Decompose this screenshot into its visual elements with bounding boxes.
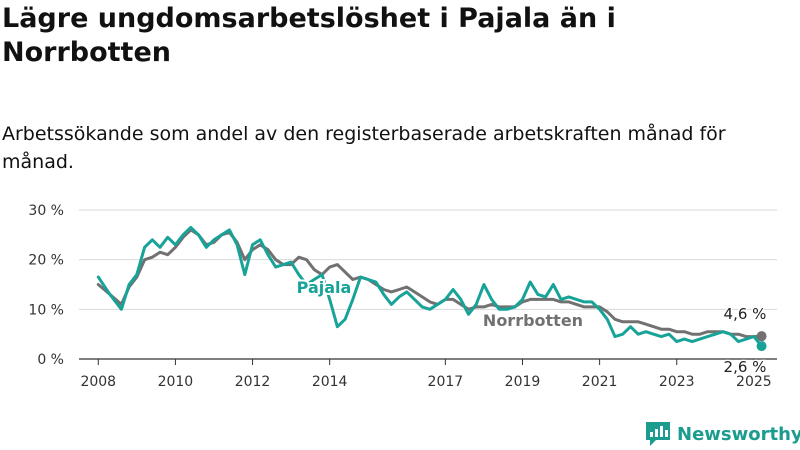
series-label-pajala: Pajala [297, 278, 352, 297]
series-label-norrbotten: Norrbotten [483, 311, 583, 330]
end-point-norrbotten [756, 331, 767, 342]
end-point-pajala [756, 341, 767, 352]
axes: 0 %10 %20 %30 %2008 2010 2012 2014 2017 2019 2… [28, 203, 777, 390]
x-tick-label: 2010 [158, 374, 194, 390]
newsworthy-chart-icon [646, 422, 670, 446]
end-label-pajala: 2,6 % [724, 358, 767, 376]
y-tick-label: 30 % [28, 203, 64, 219]
chart-title: Lägre ungdomsarbetslöshet i Pajala än i … [2, 3, 616, 68]
x-tick-label: 2014 [312, 374, 348, 390]
x-tick-label: 2019 [505, 374, 541, 390]
x-tick-label: 2008 [80, 374, 116, 390]
y-tick-label: 10 % [28, 302, 64, 318]
x-tick-label: 2025 [736, 374, 772, 390]
series-line-norrbotten [96, 228, 764, 339]
x-tick-label: 2023 [659, 374, 695, 390]
y-tick-label: 20 % [28, 253, 64, 269]
series-line-pajala [96, 225, 764, 348]
end-label-norrbotten: 4,6 % [724, 305, 767, 323]
y-tick-label: 0 % [37, 352, 64, 368]
x-tick-label: 2021 [582, 374, 618, 390]
chart-subtitle: Arbetssökande som andel av den registerb… [2, 123, 726, 173]
x-tick-label: 2012 [235, 374, 271, 390]
x-tick-label: 2017 [428, 374, 464, 390]
brand-name: Newsworthy [677, 423, 800, 445]
series [96, 225, 767, 352]
labels: 2,6 % 4,6 % Pajala Norrbotten [295, 276, 768, 378]
newsworthy-logo: Newsworthy [645, 421, 800, 447]
grid [79, 209, 777, 310]
